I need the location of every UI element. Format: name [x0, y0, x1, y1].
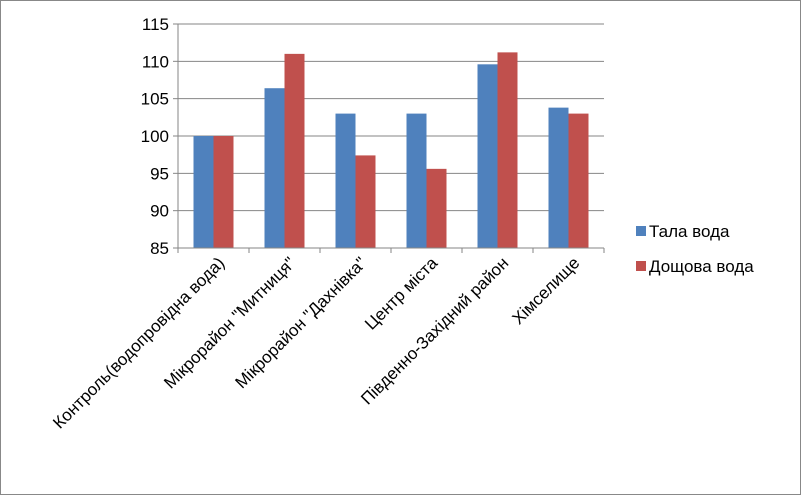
- bar-series-2: [426, 168, 447, 248]
- gridlines: [178, 23, 604, 212]
- x-category-label: Південно-Західний район: [357, 253, 512, 408]
- legend-swatch: [636, 226, 646, 236]
- bar-series-2: [213, 136, 234, 248]
- y-tick-label: 105: [141, 90, 169, 109]
- bar-series-2: [284, 53, 305, 248]
- bar-series-1: [406, 113, 427, 248]
- legend-label: Тала вода: [649, 222, 730, 241]
- bar-series-1: [335, 113, 356, 248]
- bar-series-2: [568, 113, 589, 248]
- legend-swatch: [636, 261, 646, 271]
- y-tick-label: 95: [150, 164, 169, 183]
- bar-series-1: [548, 107, 569, 248]
- x-category-label: Мікрорайон "Митниця": [160, 253, 299, 392]
- bar-series-1: [193, 136, 214, 248]
- bar-series-1: [264, 88, 285, 248]
- y-tick-label: 115: [142, 15, 169, 34]
- axes: [173, 23, 605, 253]
- bars: [193, 52, 589, 248]
- legend: Тала вода Дощова вода: [636, 222, 754, 276]
- x-category-label: Хімселище: [508, 253, 583, 328]
- y-tick-label: 90: [150, 202, 169, 221]
- y-tick-label: 100: [141, 127, 169, 146]
- y-tick-label: 85: [150, 239, 169, 258]
- bar-series-2: [497, 52, 518, 248]
- y-tick-label: 110: [142, 52, 169, 71]
- x-category-label: Мікрорайон "Дахнівка": [232, 253, 371, 392]
- x-category-labels: Контроль(водопровідна вода)Мікрорайон "М…: [49, 253, 583, 432]
- bar-series-2: [355, 155, 376, 248]
- legend-label: Дощова вода: [649, 257, 754, 276]
- bar-series-1: [477, 64, 498, 248]
- y-tick-labels: 85 90 95 100 105 110 115: [141, 15, 169, 258]
